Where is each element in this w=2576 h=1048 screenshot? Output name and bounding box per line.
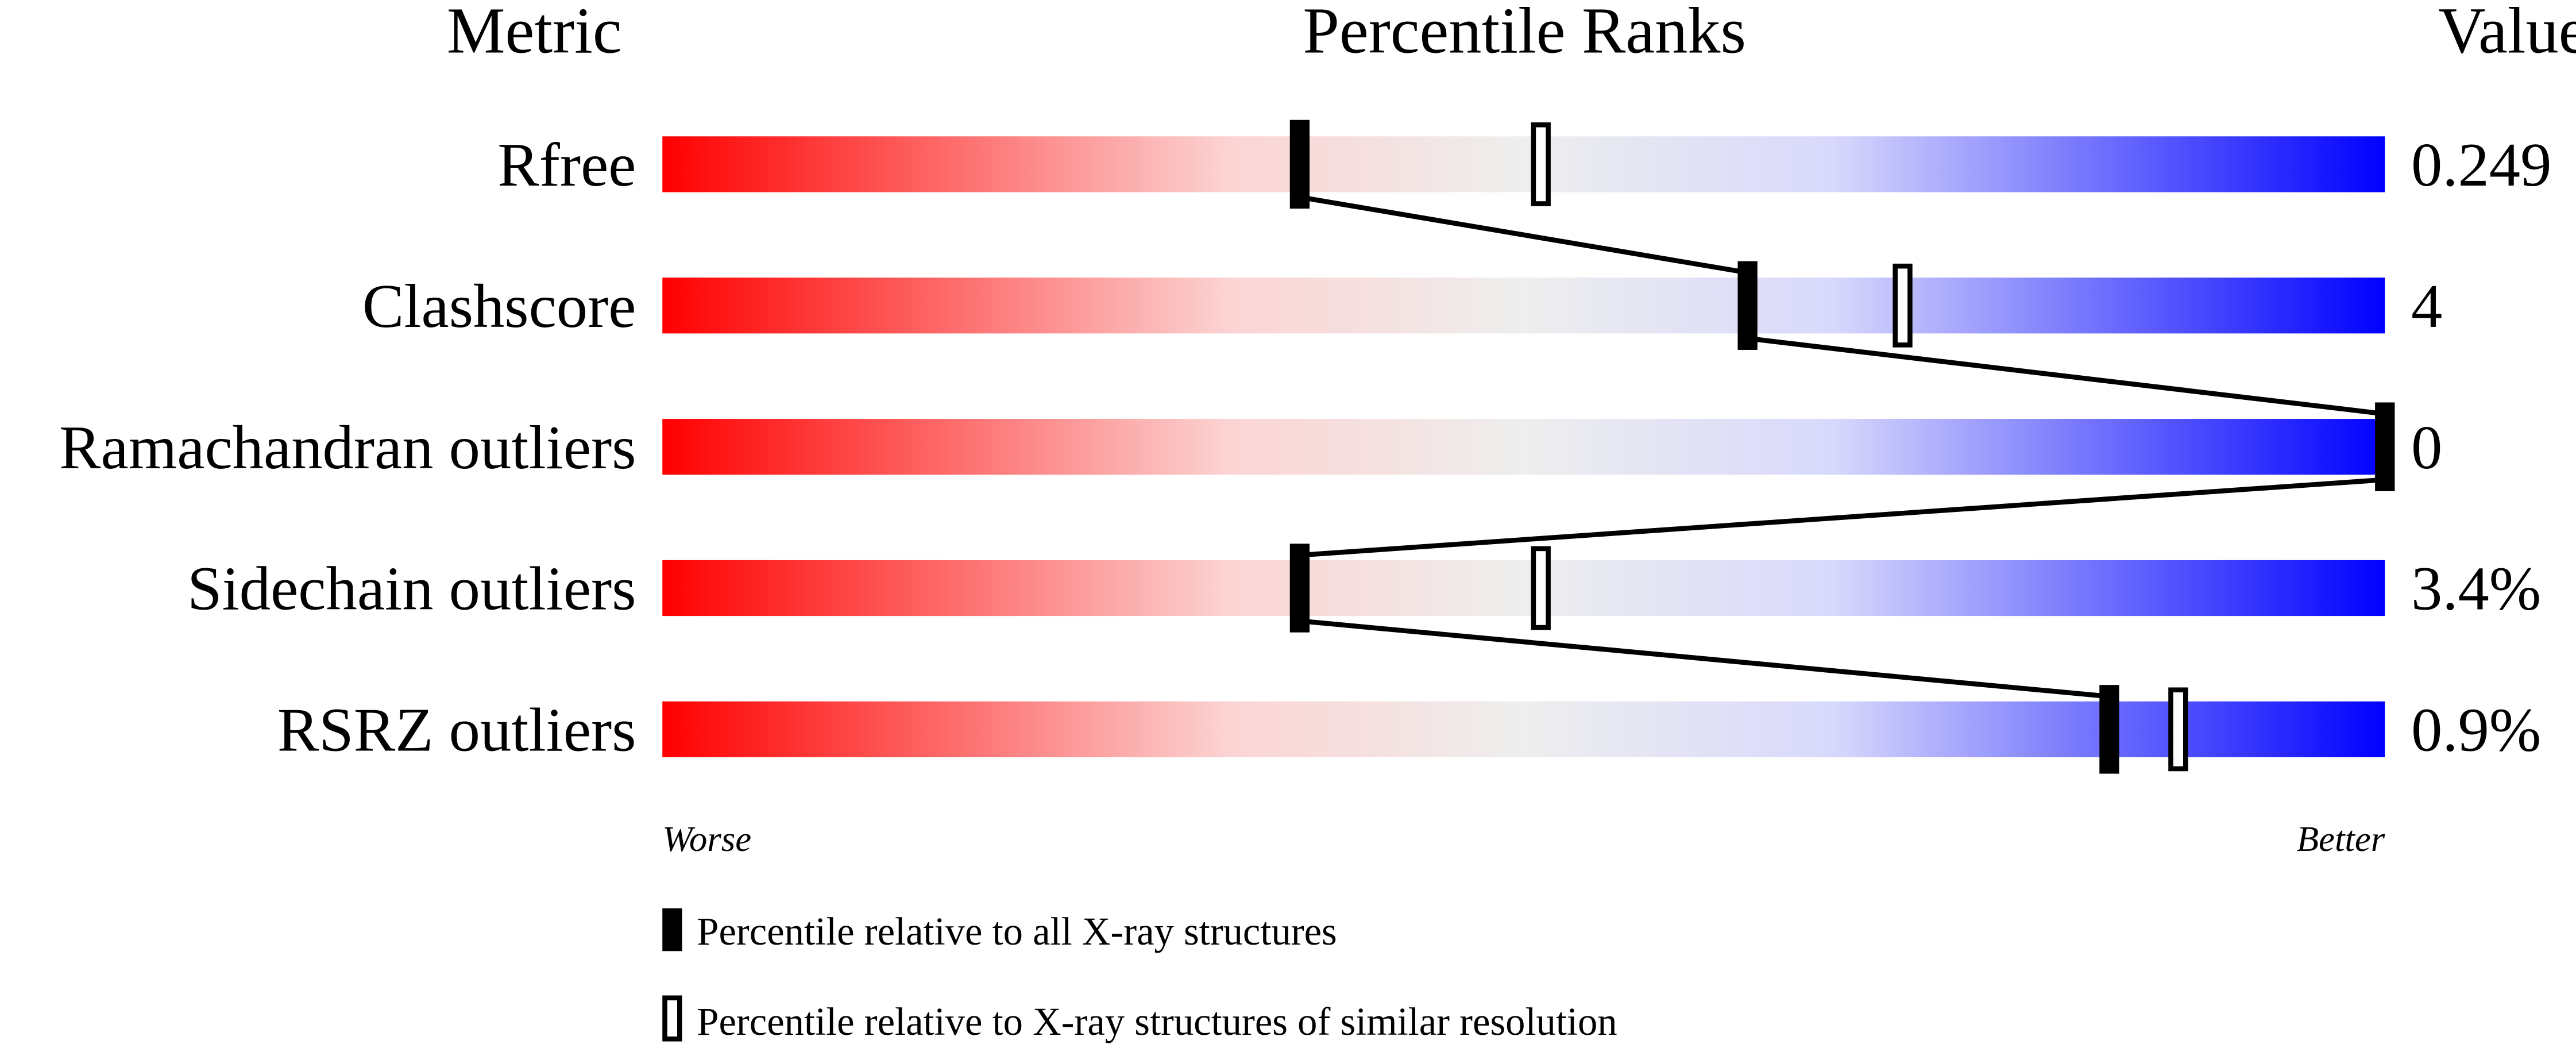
- connector-line: [1299, 194, 1748, 275]
- all-structures-marker: [1289, 544, 1310, 633]
- header-percentile-ranks: Percentile Ranks: [1303, 0, 1746, 67]
- metric-value: 0.249: [2411, 130, 2551, 199]
- similar-resolution-marker: [1531, 546, 1551, 630]
- axis-label-worse: Worse: [662, 819, 751, 859]
- legend-open-marker: [662, 995, 682, 1042]
- metric-label: Clashscore: [362, 272, 636, 341]
- legend-filled-marker: [662, 908, 682, 951]
- metric-label: Ramachandran outliers: [59, 413, 636, 482]
- all-structures-marker: [1289, 120, 1310, 209]
- connector-line: [1747, 336, 2385, 417]
- percentile-bar: [662, 136, 2385, 192]
- percentile-bar: [662, 419, 2385, 475]
- axis-label-better: Better: [2297, 819, 2385, 859]
- header-metric: Metric: [447, 0, 622, 67]
- connector-line: [1299, 477, 2385, 558]
- header-value: Value: [2438, 0, 2576, 67]
- percentile-bar: [662, 560, 2385, 617]
- metric-value: 3.4%: [2411, 554, 2541, 623]
- metric-value: 0.9%: [2411, 696, 2541, 765]
- percentile-bar: [662, 278, 2385, 334]
- percentile-bar: [662, 701, 2385, 757]
- similar-resolution-marker: [1531, 122, 1551, 206]
- connector-line: [1299, 618, 2110, 699]
- metric-value: 4: [2411, 272, 2442, 341]
- metric-label: Sidechain outliers: [187, 554, 636, 623]
- metric-label: RSRZ outliers: [277, 696, 636, 765]
- all-structures-marker: [2375, 402, 2395, 491]
- legend-label-all: Percentile relative to all X-ray structu…: [697, 910, 1337, 953]
- legend-label-similar: Percentile relative to X-ray structures …: [697, 1000, 1617, 1043]
- all-structures-marker: [2099, 685, 2119, 774]
- similar-resolution-marker: [1893, 263, 1913, 348]
- metric-value: 0: [2411, 413, 2442, 482]
- metric-label: Rfree: [497, 130, 636, 199]
- similar-resolution-marker: [2168, 687, 2188, 772]
- all-structures-marker: [1737, 261, 1758, 350]
